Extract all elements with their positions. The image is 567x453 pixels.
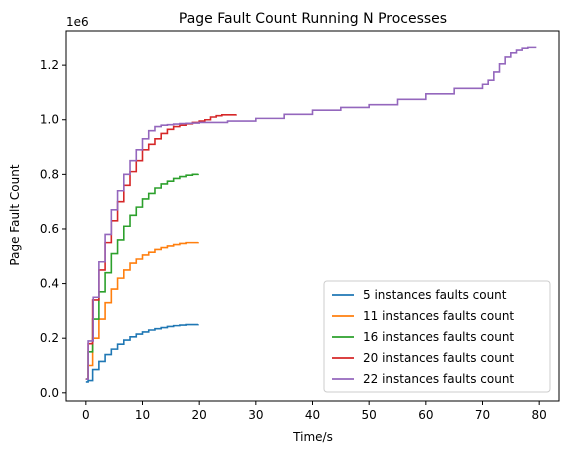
x-tick-label: 0 — [82, 408, 90, 422]
x-tick-label: 20 — [192, 408, 207, 422]
series-line-5 — [85, 46, 537, 380]
x-tick-label: 10 — [135, 408, 150, 422]
legend: 5 instances faults count 11 instances fau… — [323, 280, 551, 393]
x-tick-label: 40 — [305, 408, 320, 422]
x-axis-label: Time/s — [292, 430, 333, 444]
legend-label-5: 22 instances faults count — [363, 372, 514, 386]
x-tick-label: 70 — [475, 408, 490, 422]
y-tick-label: 0.6 — [40, 222, 59, 236]
x-tick-label: 80 — [532, 408, 547, 422]
x-tick-label: 30 — [248, 408, 263, 422]
series-layer — [85, 46, 537, 383]
y-tick-label: 0.4 — [40, 277, 59, 291]
y-tick-label: 0.0 — [40, 386, 59, 400]
legend-label-4: 20 instances faults count — [363, 351, 514, 365]
y-tick-label: 0.2 — [40, 331, 59, 345]
y-axis: 0.0 0.2 0.4 0.6 0.8 1.0 1.2 — [40, 58, 66, 400]
legend-label-3: 16 instances faults count — [363, 330, 514, 344]
series-line-3 — [85, 173, 199, 380]
x-tick-label: 60 — [418, 408, 433, 422]
y-tick-label: 1.2 — [40, 58, 59, 72]
series-line-1 — [85, 323, 199, 383]
y-tick-label: 0.8 — [40, 167, 59, 181]
legend-label-1: 5 instances faults count — [363, 288, 507, 302]
y-offset-label: 1e6 — [66, 15, 89, 29]
x-tick-label: 50 — [362, 408, 377, 422]
legend-frame — [323, 280, 551, 393]
y-tick-label: 1.0 — [40, 113, 59, 127]
chart-title: Page Fault Count Running N Processes — [179, 11, 447, 27]
legend-label-2: 11 instances faults count — [363, 309, 514, 323]
y-axis-label: Page Fault Count — [8, 164, 22, 265]
x-axis: 0 10 20 30 40 50 60 70 80 — [82, 401, 547, 422]
